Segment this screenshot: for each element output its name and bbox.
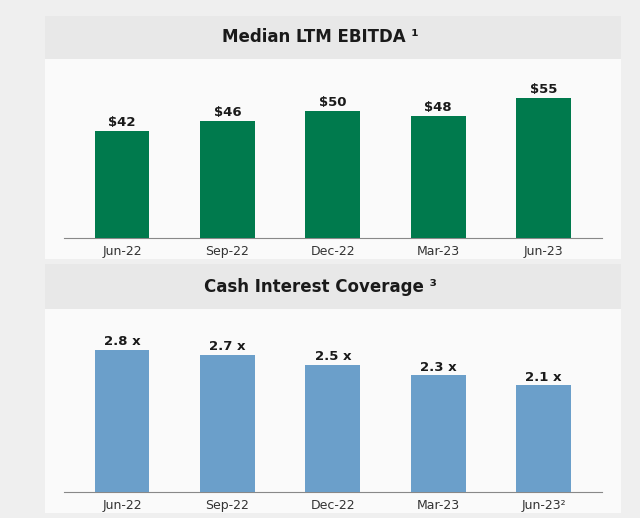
Bar: [200, 121, 255, 238]
Text: $46: $46: [214, 106, 241, 119]
Text: $48: $48: [424, 101, 452, 114]
Bar: [95, 350, 149, 492]
Text: $50: $50: [319, 96, 346, 109]
Text: $55: $55: [530, 83, 557, 96]
Text: $42: $42: [108, 117, 136, 130]
Text: 2.7 x: 2.7 x: [209, 340, 246, 353]
Bar: [516, 385, 571, 492]
Bar: [200, 355, 255, 492]
Bar: [95, 131, 149, 238]
Text: Median LTM EBITDA ¹: Median LTM EBITDA ¹: [221, 28, 419, 47]
Text: 2.5 x: 2.5 x: [314, 351, 351, 364]
Bar: [411, 375, 466, 492]
Text: Cash Interest Coverage ³: Cash Interest Coverage ³: [204, 278, 436, 296]
Text: 2.3 x: 2.3 x: [420, 361, 456, 373]
Bar: [305, 110, 360, 238]
Text: 2.1 x: 2.1 x: [525, 371, 562, 384]
Bar: [411, 116, 466, 238]
Bar: [305, 365, 360, 492]
Text: 2.8 x: 2.8 x: [104, 335, 140, 348]
Bar: [516, 98, 571, 238]
